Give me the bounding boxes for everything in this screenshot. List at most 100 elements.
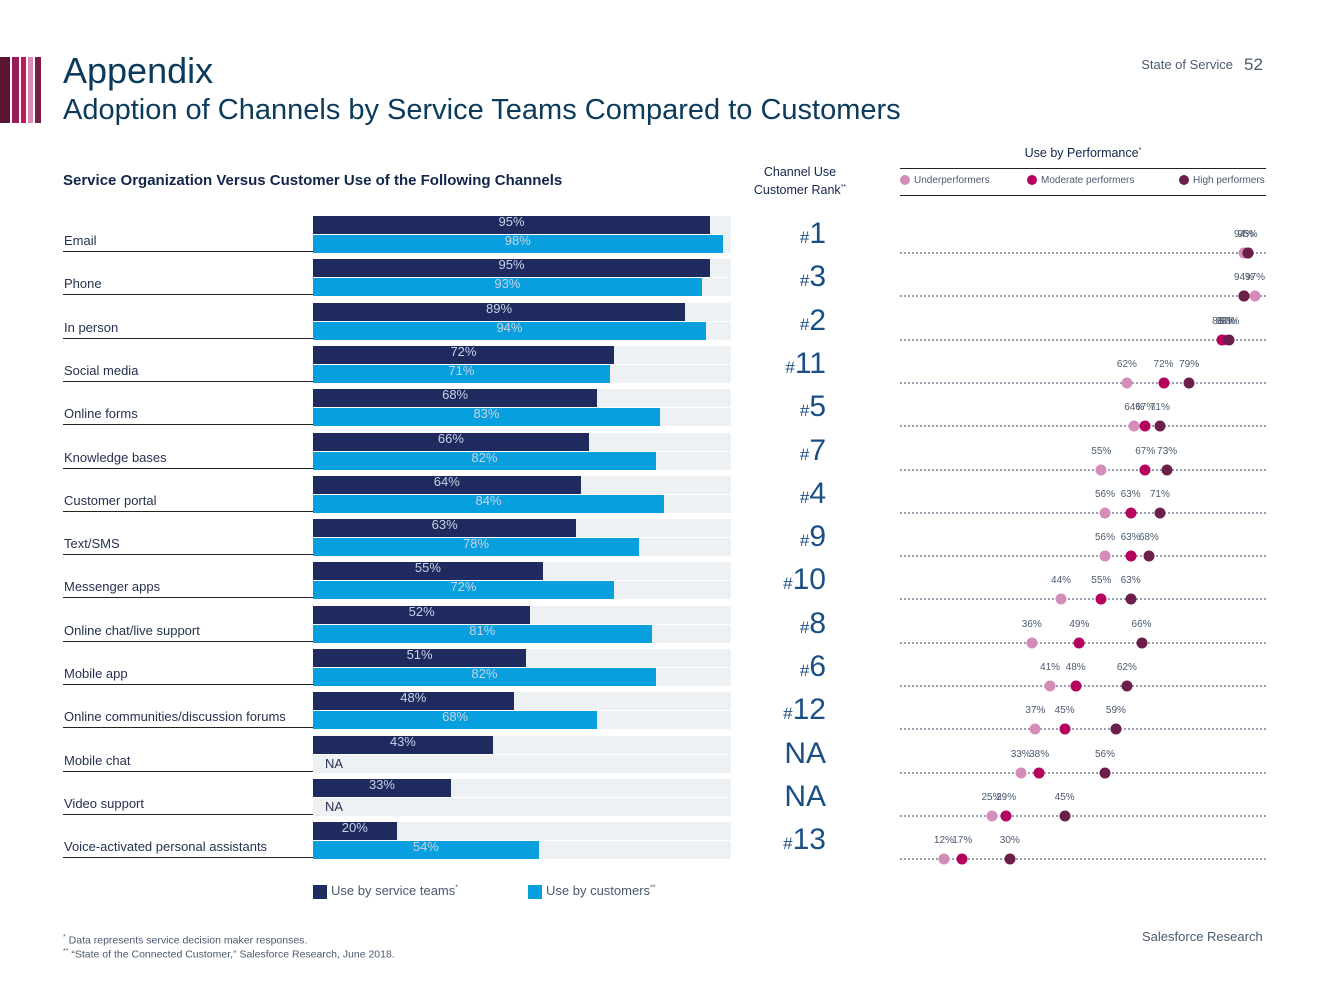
row-divider (63, 770, 313, 772)
report-name: State of Service (1141, 57, 1233, 72)
performance-value-label: 95% (1237, 229, 1258, 240)
high-performer-point (1121, 680, 1133, 692)
footnote-2-text: “State of the Connected Customer,” Sales… (71, 948, 395, 961)
performance-track (900, 814, 1266, 817)
rank-header-line2: Customer Rank** (740, 180, 860, 198)
customer-rank: #4 (770, 477, 826, 511)
legend-moderate: Moderate performers (1027, 175, 1134, 186)
performance-value-label: 45% (1054, 791, 1075, 803)
performance-value-label: 94% (1234, 229, 1255, 240)
team-bar (313, 649, 527, 667)
underperformer-point (1128, 420, 1140, 432)
row-divider (63, 597, 313, 599)
performance-value-label: 49% (1069, 618, 1090, 630)
team-bar (313, 605, 531, 624)
row-divider (63, 684, 313, 685)
row-divider (63, 294, 313, 296)
team-bar-value: 64% (433, 473, 460, 489)
performance-value-label: 55% (1091, 575, 1112, 587)
team-bar-value: 51% (406, 647, 433, 662)
customer-rank: #13 (770, 823, 826, 857)
customer-bar (313, 711, 598, 730)
legend-team-label: Use by service teams (331, 883, 456, 898)
stripe-5 (35, 57, 41, 123)
channel-label: Email (64, 233, 97, 248)
team-bar-value: 55% (414, 560, 441, 576)
high-performer-point (1059, 810, 1071, 822)
customer-bar (313, 364, 610, 383)
customer-rank: #12 (770, 693, 826, 727)
rank-hash: # (799, 617, 810, 637)
team-bar (313, 475, 581, 494)
rank-number: 10 (792, 563, 826, 597)
legend-moderate-label: Moderate performers (1041, 175, 1135, 186)
performance-value-label: 72% (1153, 358, 1174, 370)
performance-value-label: 67% (1135, 402, 1156, 414)
bar-track (313, 822, 731, 841)
performance-value-label: 37% (1025, 705, 1046, 717)
performance-track (900, 425, 1266, 428)
customer-bar-value: 93% (494, 276, 521, 292)
high-performer-point (1154, 507, 1166, 519)
channel-label: Online forms (64, 406, 138, 422)
customer-rank: #9 (770, 520, 826, 554)
performance-value-label: 63% (1120, 575, 1141, 587)
customer-bar-value: 68% (442, 709, 469, 725)
team-bar (313, 259, 711, 278)
high-dot-icon (1179, 175, 1189, 186)
performance-value-label: 29% (996, 791, 1017, 803)
team-bar (313, 389, 598, 408)
customer-bar-value: 71% (448, 362, 475, 378)
performance-value-label: 66% (1131, 618, 1152, 630)
customer-bar (313, 668, 656, 686)
performance-value-label: 25% (981, 791, 1002, 803)
channel-label: Text/SMS (64, 536, 120, 552)
high-performer-point (1125, 593, 1137, 605)
row-divider (63, 337, 313, 339)
bar-track (313, 754, 731, 773)
rank-column-header: Channel Use Customer Rank** (740, 165, 860, 198)
underperformer-point (1099, 550, 1111, 562)
footnote-2-marker: ** (63, 948, 69, 955)
performance-track (900, 338, 1266, 341)
moderate-performer-point (1216, 334, 1228, 346)
high-performer-point (1154, 420, 1166, 432)
na-label: NA (325, 755, 344, 771)
page-subtitle: Adoption of Channels by Service Teams Co… (63, 94, 901, 126)
moderate-dot-icon (1027, 175, 1037, 186)
underperformer-point (1029, 723, 1041, 735)
row-divider (63, 510, 313, 512)
performance-track (900, 555, 1266, 558)
performance-header-text: Use by Performance (1024, 146, 1139, 160)
performance-header: Use by Performance* (900, 146, 1266, 160)
legend-team-marker: * (455, 884, 458, 892)
performance-value-label: 56% (1094, 488, 1115, 500)
customer-rank: NA (784, 779, 826, 813)
high-performer-point (1143, 550, 1155, 562)
performance-track (900, 858, 1266, 861)
row-divider (63, 424, 313, 426)
moderate-performer-point (1158, 377, 1170, 389)
underperformer-point (986, 810, 997, 822)
team-bar (313, 432, 589, 451)
performance-value-label: 89% (1215, 315, 1236, 327)
team-bar-value: 20% (341, 820, 368, 836)
customer-rank: #8 (770, 607, 826, 641)
na-label: NA (325, 798, 344, 814)
high-performer-point (1004, 853, 1016, 865)
team-bar (313, 216, 711, 234)
row-divider (63, 554, 313, 556)
stripe-4 (28, 57, 33, 123)
moderate-performer-point (1125, 507, 1137, 519)
customer-bar-value: 81% (469, 622, 496, 638)
stripe-2 (12, 57, 19, 123)
high-performer-point (1110, 723, 1122, 735)
row-divider (63, 857, 313, 859)
channel-label: Customer portal (64, 492, 157, 508)
performance-track (900, 511, 1266, 514)
channel-label: Phone (64, 276, 102, 292)
team-bar (313, 822, 397, 841)
rank-number: 13 (792, 823, 826, 857)
high-performer-point (1136, 637, 1148, 649)
moderate-performer-point (1000, 810, 1012, 822)
